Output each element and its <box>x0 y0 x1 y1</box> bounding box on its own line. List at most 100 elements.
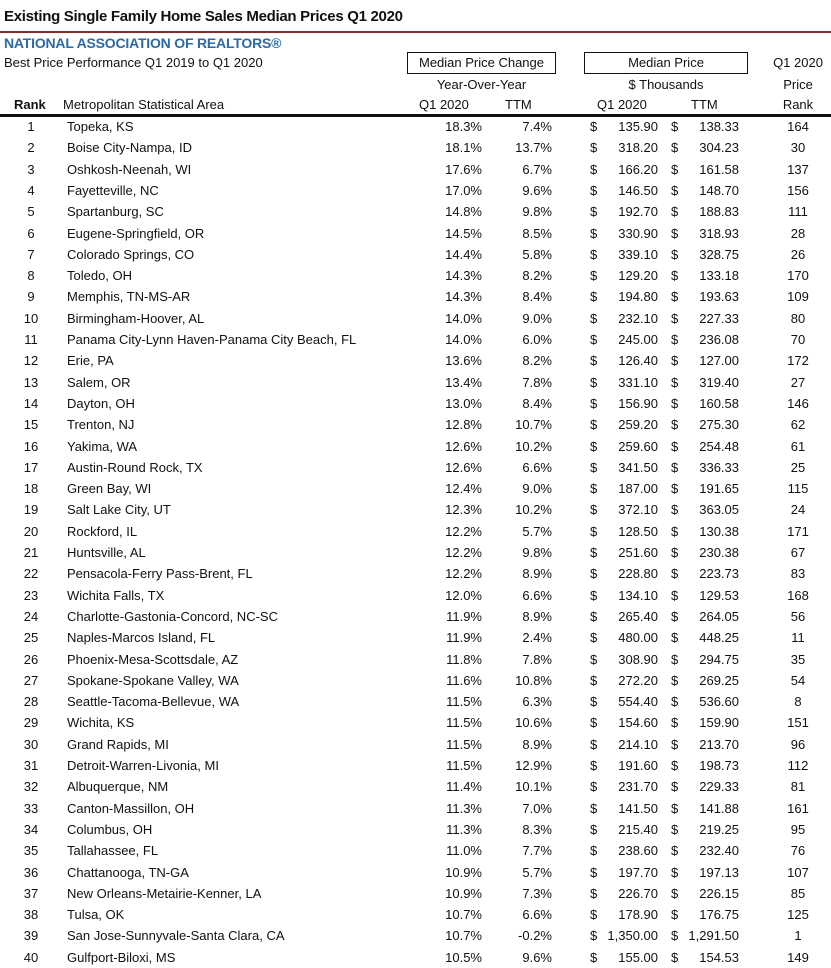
currency-symbol: $ <box>590 651 598 667</box>
currency-symbol: $ <box>671 204 679 220</box>
change-q1-cell: 10.9% <box>445 864 482 880</box>
price-rank-cell: 27 <box>790 374 806 390</box>
change-ttm-cell: 10.1% <box>515 779 552 795</box>
price-ttm-cell: 133.18 <box>699 268 739 284</box>
change-q1-cell: 11.3% <box>446 800 482 816</box>
table-row: 39 San Jose-Sunnyvale-Santa Clara, CA 10.7… <box>0 925 831 946</box>
header-rule <box>0 114 831 117</box>
rank-cell: 38 <box>23 907 39 923</box>
currency-symbol: $ <box>671 864 679 880</box>
rank-cell: 25 <box>23 630 39 646</box>
header-msa: Metropolitan Statistical Area <box>63 97 225 112</box>
price-ttm-cell: 148.70 <box>699 182 739 198</box>
price-rank-cell: 109 <box>787 289 809 305</box>
price-ttm-cell: 159.90 <box>699 715 739 731</box>
change-q1-cell: 12.6% <box>445 459 482 475</box>
currency-symbol: $ <box>671 949 679 965</box>
rank-cell: 9 <box>27 289 35 305</box>
rank-cell: 16 <box>23 438 39 454</box>
currency-symbol: $ <box>671 907 679 923</box>
price-ttm-cell: 363.05 <box>699 502 739 518</box>
price-ttm-cell: 197.13 <box>699 864 739 880</box>
organization-logo-text: NATIONAL ASSOCIATION OF REALTORS® <box>4 35 282 51</box>
price-q1-cell: 178.90 <box>618 907 658 923</box>
price-rank-cell: 156 <box>787 182 809 198</box>
area-cell: Columbus, OH <box>67 821 153 837</box>
price-ttm-cell: 226.15 <box>699 885 739 901</box>
change-q1-cell: 11.8% <box>446 651 482 667</box>
area-cell: Grand Rapids, MI <box>67 736 169 752</box>
change-ttm-cell: 10.8% <box>515 672 552 688</box>
currency-symbol: $ <box>590 779 598 795</box>
rank-cell: 24 <box>23 608 39 624</box>
area-cell: Toledo, OH <box>67 268 133 284</box>
price-rank-cell: 24 <box>790 502 806 518</box>
area-cell: Boise City-Nampa, ID <box>67 140 192 156</box>
currency-symbol: $ <box>671 268 679 284</box>
rank-cell: 29 <box>23 715 39 731</box>
table-row: 37 New Orleans-Metairie-Kenner, LA 10.9% 7.… <box>0 883 831 904</box>
currency-symbol: $ <box>671 821 679 837</box>
currency-symbol: $ <box>671 608 679 624</box>
currency-symbol: $ <box>590 587 598 603</box>
price-ttm-cell: 254.48 <box>699 438 739 454</box>
change-ttm-cell: 7.7% <box>522 843 552 859</box>
rank-cell: 7 <box>27 246 35 262</box>
change-q1-cell: 17.6% <box>445 161 482 177</box>
price-q1-cell: 331.10 <box>618 374 658 390</box>
title-rule <box>0 31 831 33</box>
change-q1-cell: 13.6% <box>445 353 482 369</box>
price-ttm-cell: 294.75 <box>699 651 739 667</box>
table-row: 14 Dayton, OH 13.0% 8.4% $156.90 $160.58 146 <box>0 393 831 414</box>
table-row: 30 Grand Rapids, MI 11.5% 8.9% $214.10 $213.7… <box>0 734 831 755</box>
price-q1-cell: 238.60 <box>618 843 658 859</box>
currency-symbol: $ <box>671 140 679 156</box>
currency-symbol: $ <box>671 182 679 198</box>
price-q1-cell: 245.00 <box>618 332 658 347</box>
currency-symbol: $ <box>590 417 598 433</box>
change-q1-cell: 12.3% <box>445 502 482 518</box>
currency-symbol: $ <box>590 140 598 156</box>
currency-symbol: $ <box>590 630 598 646</box>
table-row: 2 Boise City-Nampa, ID 18.1% 13.7% $318.20 $3… <box>0 137 831 158</box>
price-ttm-cell: 264.05 <box>699 608 739 624</box>
change-ttm-cell: 6.6% <box>522 907 552 923</box>
table-row: 20 Rockford, IL 12.2% 5.7% $128.50 $130.38 171 <box>0 521 831 542</box>
header-price-ttm: TTM <box>691 97 718 112</box>
table-row: 22 Pensacola-Ferry Pass-Brent, FL 12.2% 8.9… <box>0 563 831 584</box>
rank-cell: 23 <box>23 587 39 603</box>
rank-cell: 17 <box>23 459 39 475</box>
price-q1-cell: 155.00 <box>618 949 658 965</box>
header-thousands: $ Thousands <box>628 77 704 92</box>
change-ttm-cell: 8.5% <box>522 225 552 241</box>
table-row: 34 Columbus, OH 11.3% 8.3% $215.40 $219.25 95 <box>0 819 831 840</box>
currency-symbol: $ <box>671 885 679 901</box>
area-cell: Memphis, TN-MS-AR <box>67 289 191 305</box>
price-rank-cell: 146 <box>787 395 809 411</box>
area-cell: Panama City-Lynn Haven-Panama City Beach… <box>67 332 357 347</box>
change-ttm-cell: 9.0% <box>522 310 552 326</box>
table-row: 33 Canton-Massillon, OH 11.3% 7.0% $141.50 $1… <box>0 798 831 819</box>
currency-symbol: $ <box>590 332 598 347</box>
change-q1-cell: 11.0% <box>446 843 482 859</box>
change-q1-cell: 14.0% <box>445 332 482 347</box>
price-q1-cell: 154.60 <box>618 715 658 731</box>
price-ttm-cell: 319.40 <box>699 374 739 390</box>
change-q1-cell: 11.5% <box>446 715 482 731</box>
price-ttm-cell: 536.60 <box>699 694 739 710</box>
currency-symbol: $ <box>590 353 598 369</box>
area-cell: Fayetteville, NC <box>67 182 159 198</box>
currency-symbol: $ <box>671 502 679 518</box>
area-cell: Albuquerque, NM <box>67 779 169 795</box>
change-ttm-cell: 5.7% <box>522 864 552 880</box>
area-cell: Naples-Marcos Island, FL <box>67 630 216 646</box>
price-q1-cell: 228.80 <box>618 566 658 582</box>
rank-cell: 39 <box>23 928 39 944</box>
rank-cell: 11 <box>24 332 38 347</box>
price-q1-cell: 259.60 <box>618 438 658 454</box>
rank-cell: 37 <box>23 885 39 901</box>
change-ttm-cell: 8.2% <box>522 268 552 284</box>
report-title: Existing Single Family Home Sales Median… <box>4 8 403 25</box>
header-median-price-change: Median Price Change <box>407 52 556 74</box>
currency-symbol: $ <box>671 651 679 667</box>
